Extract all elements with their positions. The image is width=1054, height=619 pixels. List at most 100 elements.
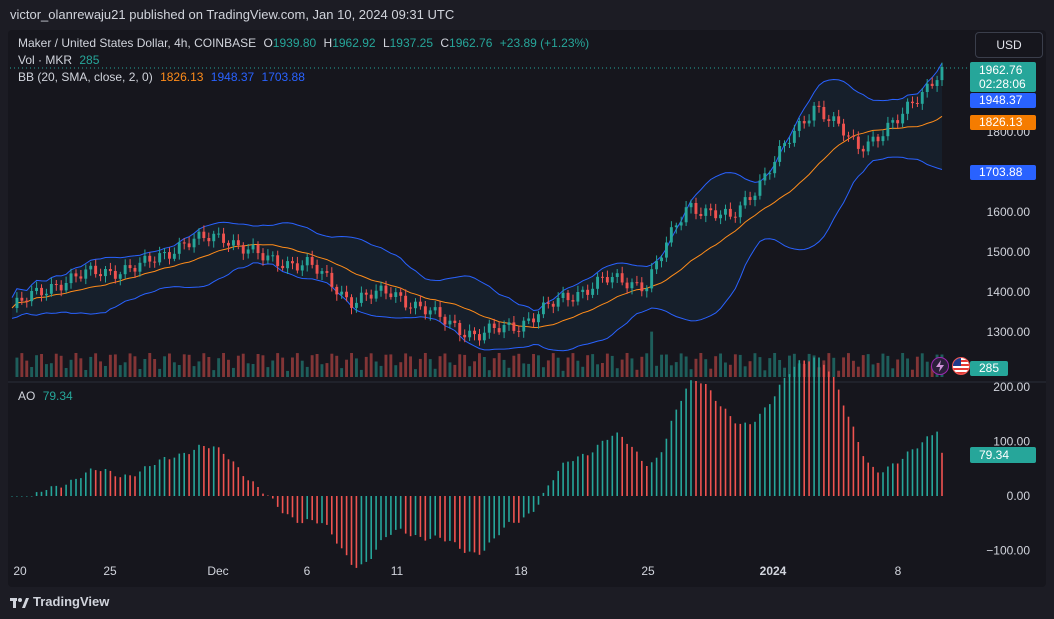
candle-body	[463, 334, 467, 338]
volume-bar	[315, 354, 319, 377]
volume-bar	[320, 364, 324, 377]
volume-bar	[389, 354, 393, 377]
ao-bars	[11, 357, 943, 568]
candle-body	[418, 301, 422, 307]
currency-button[interactable]: USD	[975, 32, 1043, 58]
ao-bar	[931, 435, 933, 496]
volume-bar	[596, 364, 599, 377]
candle-body	[202, 231, 206, 238]
volume-bar	[414, 369, 417, 377]
ao-bar	[808, 361, 810, 496]
volume-bar	[866, 354, 870, 377]
volume-bar	[773, 353, 777, 377]
candle-body	[128, 265, 132, 269]
volume-bar	[295, 353, 299, 377]
candle-body	[364, 292, 368, 295]
ao-bar	[916, 448, 919, 496]
legend-ohlc: Maker / United States Dollar, 4h, COINBA…	[18, 36, 593, 50]
ao-bar	[439, 496, 441, 538]
candle-body	[684, 207, 688, 223]
ao-bar	[729, 416, 732, 496]
ao-bar	[188, 454, 190, 496]
candle-body	[645, 288, 649, 292]
ao-bar	[769, 404, 771, 496]
candle-body	[20, 297, 24, 301]
ao-bar	[513, 496, 515, 523]
footer-brand[interactable]: TradingView	[10, 594, 109, 609]
volume-bar	[256, 354, 260, 377]
ao-bar	[896, 463, 899, 496]
lightning-icon[interactable]	[931, 357, 949, 375]
ao-bar	[21, 496, 23, 497]
ao-bar	[178, 453, 181, 496]
volume-bar	[699, 353, 703, 377]
volume-bar	[266, 367, 270, 377]
ao-tick-label: 0.00	[1007, 489, 1031, 503]
candle-body	[792, 130, 796, 143]
volume-bar	[876, 362, 880, 377]
volume-bar	[556, 357, 560, 377]
volume-bar	[143, 359, 147, 377]
ao-bar	[463, 496, 466, 553]
volume-bar	[482, 357, 486, 377]
volume-bar	[222, 353, 225, 377]
legend-bb: BB (20, SMA, close, 2, 0) 1826.13 1948.3…	[18, 70, 309, 84]
volume-bar	[310, 355, 314, 377]
candle-body	[861, 148, 865, 152]
ao-bar	[911, 449, 914, 496]
volume-bar	[478, 353, 481, 377]
volume-bar	[640, 356, 644, 377]
volume-bar	[566, 357, 570, 377]
candle-body	[817, 105, 821, 107]
ao-bar	[577, 456, 579, 496]
candle-body	[423, 306, 427, 315]
candle-body	[669, 227, 673, 243]
candle-body	[118, 274, 122, 279]
candle-body	[187, 243, 191, 248]
volume-bar	[886, 355, 890, 377]
ao-bar	[660, 452, 663, 496]
candle-body	[207, 238, 211, 242]
ao-bar	[45, 490, 48, 496]
ao-bar	[227, 459, 230, 496]
volume-bar	[837, 370, 841, 377]
volume-bar	[394, 365, 398, 377]
volume-bar	[679, 353, 683, 377]
candle-body	[276, 255, 280, 266]
candle-body	[168, 252, 171, 259]
volume-bar	[300, 360, 304, 377]
ao-bar	[778, 384, 781, 496]
ao-bar	[404, 496, 407, 534]
volume-bar	[172, 362, 176, 377]
candle-body	[625, 282, 629, 289]
ao-bar	[680, 400, 682, 496]
volume-bar	[138, 369, 142, 377]
candle-body	[610, 277, 614, 283]
volume-bar	[733, 354, 737, 377]
ao-bar	[399, 496, 402, 529]
candle-body	[561, 292, 565, 298]
ao-bar	[212, 446, 215, 496]
candle-body	[482, 332, 486, 341]
candle-body	[177, 242, 181, 254]
ao-bar	[754, 421, 756, 496]
ao-value: 79.34	[42, 389, 73, 403]
open-label: O	[263, 36, 273, 50]
ao-bar	[700, 383, 702, 496]
candle-body	[468, 330, 472, 338]
candle-body	[527, 318, 531, 321]
volume-bar	[709, 368, 713, 377]
volume-bar	[492, 358, 496, 377]
volume-bar	[113, 354, 117, 377]
ao-bar	[149, 466, 151, 496]
volume-bar	[512, 355, 516, 377]
volume-bar	[605, 353, 609, 377]
candle-body	[281, 265, 285, 269]
volume-bar	[217, 358, 221, 377]
ao-bar	[773, 396, 776, 496]
us-flag-icon[interactable]	[952, 357, 970, 375]
candle-body	[576, 292, 580, 302]
candle-body	[286, 261, 289, 269]
candle-body	[507, 322, 511, 325]
ao-bar	[473, 496, 476, 553]
